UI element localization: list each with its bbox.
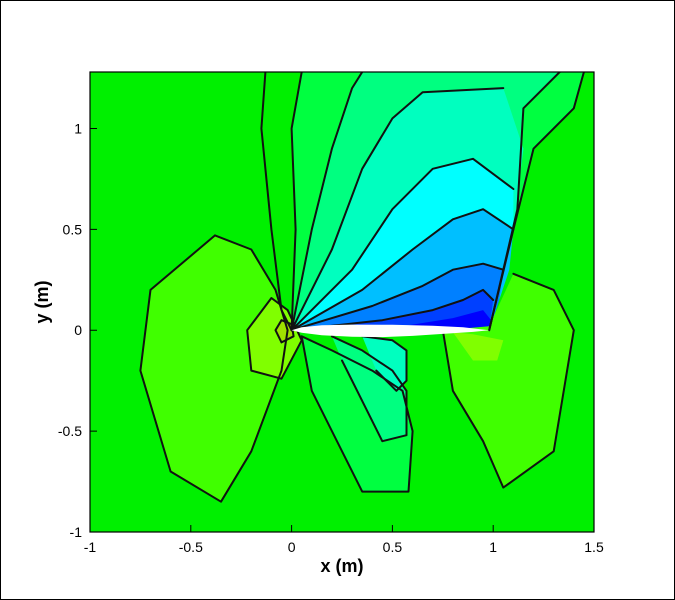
y-axis: -1 -0.5 0 0.5 1 bbox=[58, 120, 97, 540]
contour-line-14 bbox=[300, 335, 414, 493]
contour-line-5 bbox=[290, 72, 364, 332]
y-axis-title: y (m) bbox=[32, 280, 52, 323]
contour-line-6 bbox=[290, 87, 505, 332]
contour-line-12 bbox=[488, 72, 561, 332]
x-axis-title: x (m) bbox=[320, 556, 363, 576]
contour-line-9 bbox=[290, 262, 505, 332]
contour-line-4 bbox=[290, 72, 303, 332]
x-tick-label: 1.5 bbox=[584, 539, 604, 555]
x-tick-label: -0.5 bbox=[179, 539, 203, 555]
contour-line-1 bbox=[246, 297, 303, 380]
contour-line-8 bbox=[290, 208, 515, 332]
contour-region-9 bbox=[140, 235, 288, 502]
contour-line-0 bbox=[139, 234, 289, 503]
y-tick-label: 0 bbox=[74, 322, 82, 338]
y-tick-label: 0.5 bbox=[63, 221, 83, 237]
contour-region-10 bbox=[247, 298, 302, 379]
contour-region-15 bbox=[442, 273, 574, 488]
airfoil-shape bbox=[291, 324, 490, 338]
contour-line-7 bbox=[290, 157, 515, 332]
x-tick-label: 0.5 bbox=[383, 539, 403, 555]
contour-region-8 bbox=[291, 310, 492, 331]
contour-region-13 bbox=[331, 336, 407, 442]
x-tick-label: 0 bbox=[288, 539, 296, 555]
contour-line-layer bbox=[139, 72, 585, 503]
contour-region-16 bbox=[452, 332, 504, 361]
x-axis: -1 -0.5 0 0.5 1 1.5 bbox=[84, 525, 604, 555]
contour-line-16 bbox=[361, 335, 408, 392]
plot-area bbox=[90, 72, 594, 532]
x-tick-label: -1 bbox=[84, 539, 97, 555]
contour-region-14 bbox=[362, 336, 407, 391]
x-tick-label: 1 bbox=[489, 539, 497, 555]
contour-line-3 bbox=[260, 72, 293, 332]
contour-fill-layer bbox=[140, 72, 594, 502]
y-tick-label: 1 bbox=[74, 120, 82, 136]
contour-region-12 bbox=[301, 336, 413, 492]
y-tick-label: -0.5 bbox=[58, 423, 82, 439]
contour-line-13 bbox=[441, 272, 575, 489]
contour-line-10 bbox=[290, 288, 495, 332]
contour-line-2 bbox=[274, 319, 295, 344]
contour-line-15 bbox=[330, 335, 408, 443]
y-tick-label: -1 bbox=[70, 524, 83, 540]
plot-border bbox=[89, 71, 595, 533]
